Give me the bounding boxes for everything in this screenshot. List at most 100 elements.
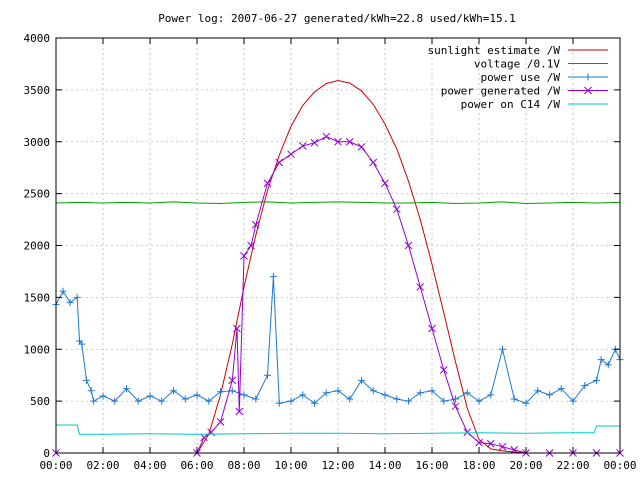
legend-label: voltage /0.1V xyxy=(474,58,560,71)
data-point xyxy=(381,179,389,188)
legend-marker xyxy=(584,73,592,81)
data-point xyxy=(181,395,189,403)
data-point xyxy=(287,150,295,159)
data-point xyxy=(99,392,107,400)
data-point xyxy=(252,395,260,403)
data-point xyxy=(205,397,213,405)
data-point xyxy=(158,397,166,405)
data-point xyxy=(475,397,483,405)
y-tick-label: 2000 xyxy=(24,240,51,253)
data-point xyxy=(334,137,342,146)
data-point xyxy=(83,376,91,384)
data-point xyxy=(534,387,542,395)
y-tick-label: 3000 xyxy=(24,136,51,149)
data-point xyxy=(499,345,506,353)
series-line xyxy=(196,79,527,454)
data-point xyxy=(463,389,471,397)
data-point xyxy=(146,392,154,400)
data-point xyxy=(569,397,577,405)
data-point xyxy=(510,446,519,454)
x-tick-label: 02:00 xyxy=(86,459,119,472)
data-point xyxy=(310,138,319,147)
x-tick-label: 18:00 xyxy=(462,459,495,472)
series-layer xyxy=(52,79,624,457)
data-point xyxy=(170,387,177,395)
data-point xyxy=(440,397,448,405)
data-point xyxy=(287,397,295,405)
legend-label: power generated /W xyxy=(441,85,561,98)
y-tick-label: 4000 xyxy=(24,32,51,45)
data-point xyxy=(66,299,74,307)
data-point xyxy=(216,418,225,426)
series-line xyxy=(56,136,620,454)
legend-label: power use /W xyxy=(481,71,561,84)
data-point xyxy=(134,397,142,405)
x-tick-label: 16:00 xyxy=(415,459,448,472)
x-tick-label: 12:00 xyxy=(321,459,354,472)
data-point xyxy=(111,397,119,405)
y-tick-label: 1500 xyxy=(24,291,51,304)
x-tick-label: 14:00 xyxy=(368,459,401,472)
y-tick-label: 1000 xyxy=(24,343,51,356)
data-point xyxy=(593,376,600,384)
data-point xyxy=(428,387,436,395)
data-point xyxy=(311,399,318,407)
data-point xyxy=(404,241,413,250)
series-0 xyxy=(196,79,527,454)
data-point xyxy=(90,397,98,405)
series-4 xyxy=(56,424,620,435)
x-tick-label: 10:00 xyxy=(274,459,307,472)
x-tick-label: 08:00 xyxy=(227,459,260,472)
data-point xyxy=(240,252,248,260)
data-point xyxy=(405,397,412,405)
series-2 xyxy=(52,273,624,407)
data-point xyxy=(235,407,244,416)
y-tick-label: 2500 xyxy=(24,188,51,201)
data-point xyxy=(275,399,283,407)
data-point xyxy=(357,143,366,151)
data-point xyxy=(247,241,255,250)
data-point xyxy=(59,287,67,295)
chart-title: Power log: 2007-06-27 generated/kWh=22.8… xyxy=(158,12,516,25)
data-point xyxy=(522,399,530,407)
data-point xyxy=(207,428,215,437)
data-point xyxy=(233,324,241,333)
series-line xyxy=(55,201,621,205)
data-point xyxy=(393,395,401,403)
data-point xyxy=(298,142,307,150)
data-point xyxy=(369,387,377,395)
data-point xyxy=(463,428,472,437)
axis-layer: 0 500 1000 1500 2000 2500 3000 3500 4000 00:00 02:… xyxy=(24,32,637,472)
series-1 xyxy=(55,201,621,205)
data-point xyxy=(428,324,436,333)
data-point xyxy=(78,340,86,348)
data-point xyxy=(358,376,365,384)
series-line xyxy=(56,424,620,435)
data-point xyxy=(369,158,378,167)
data-point xyxy=(346,395,354,403)
y-tick-label: 500 xyxy=(30,395,50,408)
data-point xyxy=(392,205,401,214)
data-point xyxy=(123,385,130,393)
data-point xyxy=(251,220,260,229)
data-point xyxy=(228,387,236,395)
legend-label: power on C14 /W xyxy=(461,98,561,111)
data-point xyxy=(416,283,425,291)
data-point xyxy=(498,442,507,451)
data-point xyxy=(322,389,330,397)
data-point xyxy=(597,356,605,364)
data-point xyxy=(487,391,495,399)
data-point xyxy=(604,361,612,369)
data-point xyxy=(416,389,424,397)
data-point xyxy=(381,391,389,399)
data-point xyxy=(299,391,307,399)
data-point xyxy=(510,395,518,403)
data-point xyxy=(217,388,224,396)
data-point xyxy=(475,438,483,447)
data-point xyxy=(557,385,565,393)
y-tick-label: 0 xyxy=(43,447,50,460)
legend-label: sunlight estimate /W xyxy=(428,44,561,57)
data-point xyxy=(486,439,495,448)
